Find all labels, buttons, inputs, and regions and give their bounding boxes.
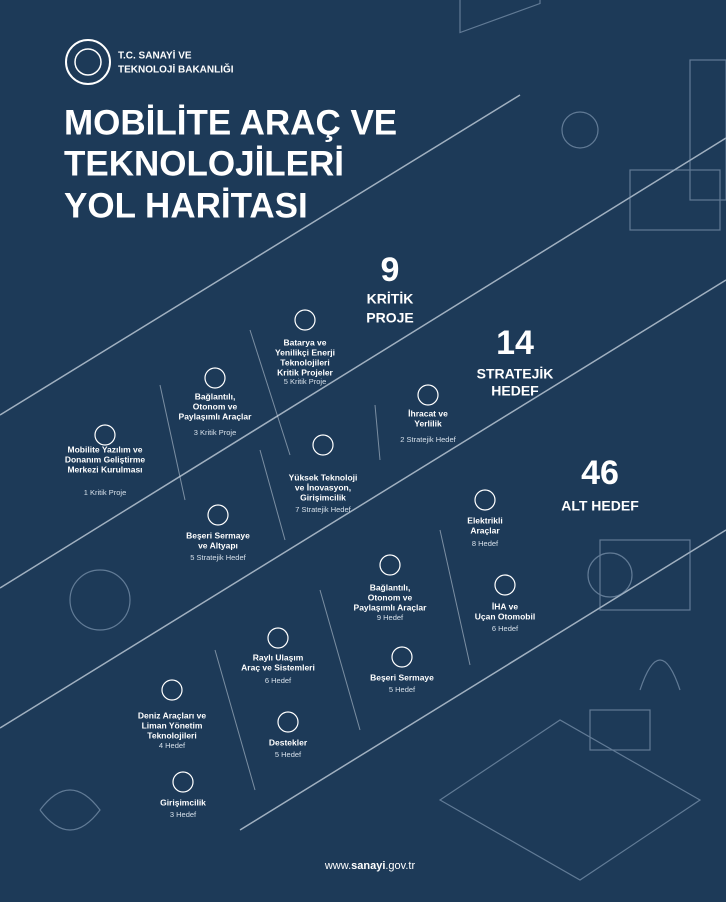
- item-icon: [294, 309, 316, 331]
- item-label: Girişimcilik: [160, 797, 206, 807]
- item-label: Mobilite Yazılım ve: [68, 444, 143, 454]
- title: TEKNOLOJİLERİ: [64, 144, 344, 183]
- item-count: 7 Stratejik Hedef: [295, 505, 351, 514]
- ministry: T.C. SANAYİ VE: [118, 49, 192, 62]
- item-icon: [204, 367, 226, 389]
- item-label: Yerlilik: [414, 418, 442, 428]
- summary-label: KRİTİK: [367, 291, 414, 307]
- footer-part: .gov.tr: [385, 860, 415, 872]
- item-count: 1 Kritik Proje: [84, 488, 127, 497]
- item-label: Merkezi Kurulması: [67, 464, 142, 474]
- item-label: Donanım Geliştirme: [65, 454, 146, 464]
- item-label: Batarya ve: [283, 337, 326, 347]
- item-icon: [391, 646, 413, 668]
- logo: [65, 39, 111, 85]
- item-label: Otonom ve: [368, 592, 413, 602]
- item-label: Raylı Ulaşım: [253, 652, 304, 662]
- item-count: 5 Stratejik Hedef: [190, 553, 246, 562]
- summary-label: PROJE: [366, 310, 413, 326]
- item-icon: [161, 679, 183, 701]
- item-count: 2 Stratejik Hedef: [400, 435, 456, 444]
- item-icon: [267, 627, 289, 649]
- footer-part: www.: [324, 860, 351, 872]
- summary-number: 14: [496, 324, 534, 362]
- item-icon: [417, 384, 439, 406]
- item-label: Girişimcilik: [300, 492, 346, 502]
- item-label: Uçan Otomobil: [475, 611, 535, 621]
- divider-lines: [159, 329, 471, 791]
- item-label: Paylaşımlı Araçlar: [179, 411, 253, 421]
- item-label: Paylaşımlı Araçlar: [354, 602, 428, 612]
- item-label: Otonom ve: [193, 401, 238, 411]
- summary-label: STRATEJİK: [477, 366, 554, 382]
- summary-label: ALT HEDEF: [561, 498, 639, 514]
- item-label: Liman Yönetim: [142, 720, 203, 730]
- footer-part: sanayi: [351, 860, 385, 872]
- item-icon: [474, 489, 496, 511]
- item-label: Deniz Araçları ve: [138, 710, 206, 720]
- item-icon: [207, 504, 229, 526]
- item-count: 8 Hedef: [472, 539, 499, 548]
- item-label: Teknolojileri: [280, 357, 329, 367]
- item-icon: [379, 554, 401, 576]
- item-label: ve İnovasyon,: [295, 482, 351, 492]
- item-count: 9 Hedef: [377, 613, 404, 622]
- ministry: TEKNOLOJİ BAKANLIĞI: [118, 63, 234, 76]
- item-label: Teknolojileri: [147, 730, 196, 740]
- item-icon: [494, 574, 516, 596]
- item-label: ve Altyapı: [198, 540, 238, 550]
- item-label: Kritik Projeler: [277, 367, 333, 377]
- title: YOL HARİTASI: [64, 186, 308, 225]
- road-lines: [0, 94, 726, 831]
- item-icon: [172, 771, 194, 793]
- item-label: İhracat ve: [408, 408, 448, 418]
- illustration: [39, 0, 726, 881]
- summary-label: HEDEF: [491, 383, 539, 399]
- item-count: 4 Hedef: [159, 741, 186, 750]
- item-label: Destekler: [269, 737, 308, 747]
- item-label: Yenilikçi Enerji: [275, 347, 335, 357]
- item-icon: [94, 424, 116, 446]
- item-count: 6 Hedef: [492, 624, 519, 633]
- item-label: Beşeri Sermaye: [186, 530, 250, 540]
- title: MOBİLİTE ARAÇ VE: [64, 103, 397, 142]
- item-label: İHA ve: [492, 601, 518, 611]
- item-label: Araç ve Sistemleri: [241, 662, 315, 672]
- item-label: Bağlantılı,: [195, 391, 236, 401]
- summary-number: 46: [581, 454, 619, 492]
- item-count: 6 Hedef: [265, 676, 292, 685]
- summary-number: 9: [381, 251, 400, 289]
- item-count: 3 Kritik Proje: [194, 428, 237, 437]
- item-label: Bağlantılı,: [370, 582, 411, 592]
- item-icon: [312, 434, 334, 456]
- item-count: 5 Hedef: [275, 750, 302, 759]
- item-icon: [277, 711, 299, 733]
- item-label: Yüksek Teknoloji: [289, 472, 358, 482]
- footer-url: www.sanayi.gov.tr: [324, 860, 416, 872]
- item-count: 5 Hedef: [389, 685, 416, 694]
- item-label: Araçlar: [470, 525, 500, 535]
- item-label: Beşeri Sermaye: [370, 672, 434, 682]
- item-count: 5 Kritik Proje: [284, 377, 327, 386]
- item-label: Elektrikli: [467, 515, 502, 525]
- item-count: 3 Hedef: [170, 810, 197, 819]
